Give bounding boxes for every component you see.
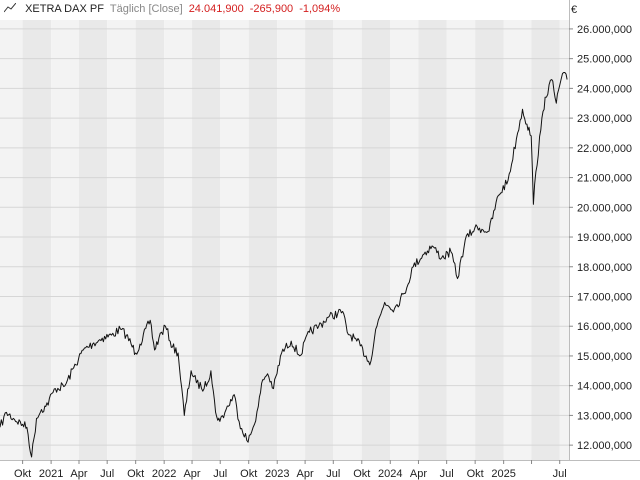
period-band: [164, 20, 193, 460]
line-chart-icon: [3, 2, 19, 15]
y-tick-label: 21.000,000: [577, 173, 632, 185]
plot-frame: [0, 0, 640, 461]
period-band: [277, 20, 306, 460]
period-band: [192, 20, 221, 460]
y-tick-label: 26.000,000: [577, 24, 632, 36]
period-band: [248, 20, 278, 460]
x-tick-label: 2022: [152, 468, 176, 480]
x-tick-label: Jul: [213, 468, 227, 480]
x-tick-label: Jul: [326, 468, 340, 480]
x-tick-label: Apr: [297, 468, 314, 480]
y-tick-label: 13.000,000: [577, 410, 632, 422]
x-tick-label: 2025: [491, 468, 515, 480]
y-tick-label: 23.000,000: [577, 113, 632, 125]
price-change-percent: -1,094%: [299, 3, 341, 15]
period-band: [305, 20, 334, 460]
grid-lines: [0, 28, 569, 446]
x-tick-label: Apr: [410, 468, 427, 480]
period-bands: [0, 20, 569, 460]
x-tick-label: Apr: [183, 468, 200, 480]
x-tick-label: Jul: [100, 468, 114, 480]
x-tick-label: Okt: [353, 468, 370, 480]
period-band: [446, 20, 476, 460]
y-tick-label: 12.000,000: [577, 440, 632, 452]
y-tick-label: 14.000,000: [577, 381, 632, 393]
y-tick-label: 24.000,000: [577, 83, 632, 95]
period-band: [418, 20, 447, 460]
x-tick-label: Okt: [240, 468, 257, 480]
x-tick-label: Okt: [467, 468, 484, 480]
y-tick-label: 22.000,000: [577, 143, 632, 155]
y-tick-label: 16.000,000: [577, 321, 632, 333]
y-tick-label: 15.000,000: [577, 351, 632, 363]
x-tick-label: Jul: [553, 468, 567, 480]
period-band: [107, 20, 136, 460]
period-band: [333, 20, 362, 460]
period-band: [78, 20, 108, 460]
chart-header: XETRA DAX PF Täglich [Close] 24.041,900 -26…: [3, 2, 346, 15]
last-price: 24.041,900: [188, 3, 244, 15]
period-band: [559, 20, 569, 460]
instrument-name: XETRA DAX PF: [25, 3, 104, 15]
x-tick-label: Jul: [440, 468, 454, 480]
period-band: [135, 20, 165, 460]
period-band: [51, 20, 79, 460]
x-tick-label: Okt: [127, 468, 144, 480]
period-band: [220, 20, 249, 460]
period-band: [503, 20, 532, 460]
period-band: [361, 20, 391, 460]
x-axis: Okt 2021 Apr Jul Okt 2022 Apr Jul Okt 2023 Apr Jul O…: [14, 460, 567, 480]
x-tick-label: 2024: [378, 468, 402, 480]
price-line: [0, 72, 568, 458]
period-band: [0, 20, 23, 460]
frequency-label: Täglich [Close]: [109, 3, 183, 15]
y-tick-label: 19.000,000: [577, 232, 632, 244]
price-change: -265,900: [249, 3, 294, 15]
y-tick-label: 25.000,000: [577, 54, 632, 66]
x-tick-label: 2021: [39, 468, 63, 480]
period-band: [531, 20, 560, 460]
period-band: [475, 20, 504, 460]
y-tick-label: 17.000,000: [577, 291, 632, 303]
period-band: [22, 20, 52, 460]
period-band: [390, 20, 419, 460]
y-tick-label: 20.000,000: [577, 202, 632, 214]
x-tick-label: 2023: [265, 468, 289, 480]
currency-unit: €: [571, 4, 578, 16]
x-tick-label: Okt: [14, 468, 31, 480]
y-tick-label: 18.000,000: [577, 262, 632, 274]
x-tick-label: Apr: [70, 468, 87, 480]
y-axis: 12.000,000 13.000,000 14.000,000 15.000,000…: [569, 24, 632, 452]
